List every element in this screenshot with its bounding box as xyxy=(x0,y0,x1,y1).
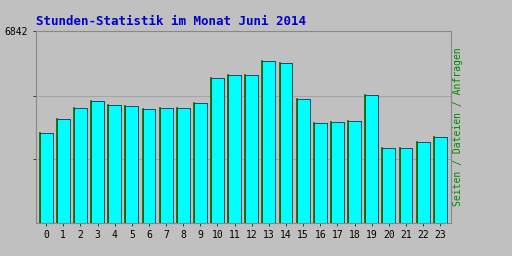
Bar xyxy=(125,106,138,223)
Bar xyxy=(314,123,327,223)
Bar xyxy=(57,119,70,223)
Bar xyxy=(142,109,155,223)
Bar xyxy=(160,108,173,223)
Bar xyxy=(297,99,310,223)
Bar xyxy=(91,101,104,223)
Bar xyxy=(365,95,378,223)
Bar xyxy=(211,78,224,223)
Bar xyxy=(108,105,121,223)
Text: Stunden-Statistik im Monat Juni 2014: Stunden-Statistik im Monat Juni 2014 xyxy=(36,15,306,28)
Bar xyxy=(194,103,207,223)
Bar xyxy=(417,142,430,223)
Bar xyxy=(280,63,292,223)
Bar xyxy=(263,61,275,223)
Bar xyxy=(40,133,53,223)
Bar xyxy=(228,76,241,223)
Bar xyxy=(382,148,395,223)
Bar xyxy=(348,121,361,223)
Bar xyxy=(399,148,413,223)
Bar xyxy=(245,76,258,223)
Bar xyxy=(434,137,446,223)
Y-axis label: Seiten / Dateien / Anfragen: Seiten / Dateien / Anfragen xyxy=(453,47,463,206)
Bar xyxy=(331,122,344,223)
Bar xyxy=(177,108,189,223)
Bar xyxy=(74,108,87,223)
